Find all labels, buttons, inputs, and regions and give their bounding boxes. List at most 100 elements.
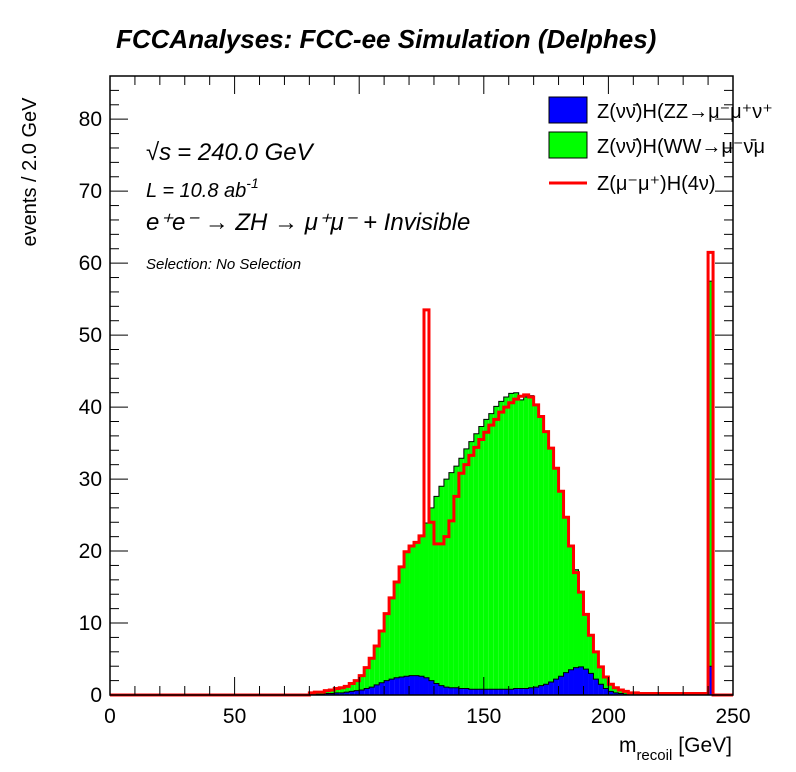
histogram-bin-ww xyxy=(518,399,524,689)
histogram-bin-zz xyxy=(463,688,469,695)
energy-text: = 240.0 GeV xyxy=(177,139,314,166)
histogram-bin-ww xyxy=(369,658,375,688)
histogram-bin-zz xyxy=(708,666,714,695)
histogram-bin-ww xyxy=(613,687,619,693)
histogram-bin-zz xyxy=(558,676,564,695)
histogram-bin-zz xyxy=(528,687,534,695)
histogram-bin-zz xyxy=(563,672,569,695)
x-tick-label: 50 xyxy=(223,705,246,728)
sqrt-s-symbol: √s xyxy=(146,139,171,166)
histogram-bin-ww xyxy=(563,517,569,673)
histogram-bin-ww xyxy=(384,613,390,681)
histogram-bin-ww xyxy=(508,393,514,690)
histogram-bin-zz xyxy=(334,692,340,695)
histogram-bin-ww xyxy=(603,677,609,689)
histogram-bin-ww xyxy=(359,675,365,690)
histogram-bin-zz xyxy=(423,677,429,695)
histogram-bin-ww xyxy=(339,687,345,693)
histogram-bin-ww xyxy=(463,448,469,689)
histogram-bin-ww xyxy=(708,281,714,667)
histogram-bin-ww xyxy=(344,686,350,693)
histogram-bin-ww xyxy=(588,635,594,674)
histogram-bin-ww xyxy=(364,667,370,689)
histogram-bin-ww xyxy=(558,491,564,677)
histogram-bin-ww xyxy=(488,413,494,690)
histogram-bin-zz xyxy=(389,679,395,695)
histogram-bin-ww xyxy=(573,569,579,668)
y-tick-label: 50 xyxy=(79,324,102,347)
histogram-bin-zz xyxy=(613,692,619,695)
histogram-bin-zz xyxy=(498,689,504,695)
histogram-bin-zz xyxy=(428,680,434,695)
histogram-bin-ww xyxy=(448,472,454,688)
svg-text:mrecoil[GeV]: mrecoil [GeV] xyxy=(619,734,732,764)
histogram-bin-zz xyxy=(598,684,604,695)
histogram-bin-ww xyxy=(568,546,574,670)
histogram-bin-zz xyxy=(588,673,594,695)
zz-outline xyxy=(110,665,733,696)
x-axis-label: mrecoil [GeV] xyxy=(619,734,732,764)
x-tick-label: 100 xyxy=(342,705,377,728)
histogram-bin-ww xyxy=(598,666,604,685)
histogram-bin-ww xyxy=(438,486,444,686)
histogram-bin-zz xyxy=(458,688,464,695)
histogram-bin-zz xyxy=(483,689,489,695)
histogram-bin-zz xyxy=(583,669,589,695)
histogram-bin-ww xyxy=(379,630,385,683)
histogram-bin-ww xyxy=(503,397,509,690)
h4v-line xyxy=(110,250,733,697)
histogram-bin-zz xyxy=(543,684,549,695)
x-tick-label: 250 xyxy=(715,705,750,728)
histogram-bin-ww xyxy=(538,416,544,686)
histogram-bin-zz xyxy=(578,666,584,695)
histogram-bin-ww xyxy=(618,689,624,694)
svg-text:L = 10.8 ab-1: L = 10.8 ab-1 xyxy=(146,175,259,202)
histogram-bin-zz xyxy=(349,691,355,695)
histogram-bin-ww xyxy=(498,401,504,690)
histogram-bin-zz xyxy=(364,688,370,695)
histogram-bin-ww xyxy=(409,546,415,676)
histogram-bin-zz xyxy=(404,676,410,695)
annotation-block: √s = 240.0 GeV L = 10.8 ab-1 e⁺e⁻ → ZH → … xyxy=(146,139,470,273)
y-tick-label: 80 xyxy=(79,108,102,131)
legend: Z(νν̄)H(ZZ→μ⁻μ⁺ν⁺ Z(νν̄)H(WW→μ⁻ν̄μ Z(μ⁻μ… xyxy=(548,96,773,195)
lumi-exponent: -1 xyxy=(246,175,258,191)
histogram-bin-ww xyxy=(583,614,589,670)
histogram-bin-zz xyxy=(359,689,365,695)
histogram-bin-zz xyxy=(568,669,574,695)
histogram-bin-zz xyxy=(508,689,514,695)
histogram-bin-ww xyxy=(543,431,549,685)
histogram-bin-zz xyxy=(503,689,509,695)
histogram-bin-ww xyxy=(458,458,464,689)
histogram-bin-ww xyxy=(548,448,554,683)
selection-text: Selection: No Selection xyxy=(146,256,301,273)
x-axis-label-sub: recoil xyxy=(636,747,672,764)
x-tick-label: 150 xyxy=(466,705,501,728)
y-tick-label: 60 xyxy=(79,252,102,275)
x-axis-label-main: m xyxy=(619,734,637,757)
histogram-bin-ww xyxy=(608,684,614,692)
histogram-bin-ww xyxy=(593,651,599,680)
histogram-bin-ww xyxy=(493,406,499,690)
histogram-bin-zz xyxy=(523,688,529,695)
y-tick-label: 0 xyxy=(90,684,102,707)
histogram-bin-zz xyxy=(548,682,554,695)
histogram-bin-zz xyxy=(593,679,599,695)
histogram-bin-zz xyxy=(369,687,375,695)
histogram-bin-ww xyxy=(389,597,395,680)
histogram-bin-zz xyxy=(513,688,519,695)
histogram-bin-ww xyxy=(528,395,534,688)
histogram-bin-zz xyxy=(339,692,345,695)
histogram-bin-zz xyxy=(608,691,614,695)
histogram-bin-ww xyxy=(334,688,340,693)
histogram-bin-ww xyxy=(399,566,405,678)
y-tick-label: 70 xyxy=(79,180,102,203)
x-tick-label: 0 xyxy=(104,705,116,728)
legend-swatch-zz xyxy=(548,96,588,124)
histogram-bin-zz xyxy=(453,687,459,695)
histogram-bin-zz xyxy=(409,675,415,695)
histogram-bin-ww xyxy=(404,551,410,677)
histogram-bin-ww xyxy=(329,689,335,694)
histogram-bin-ww xyxy=(349,683,355,692)
